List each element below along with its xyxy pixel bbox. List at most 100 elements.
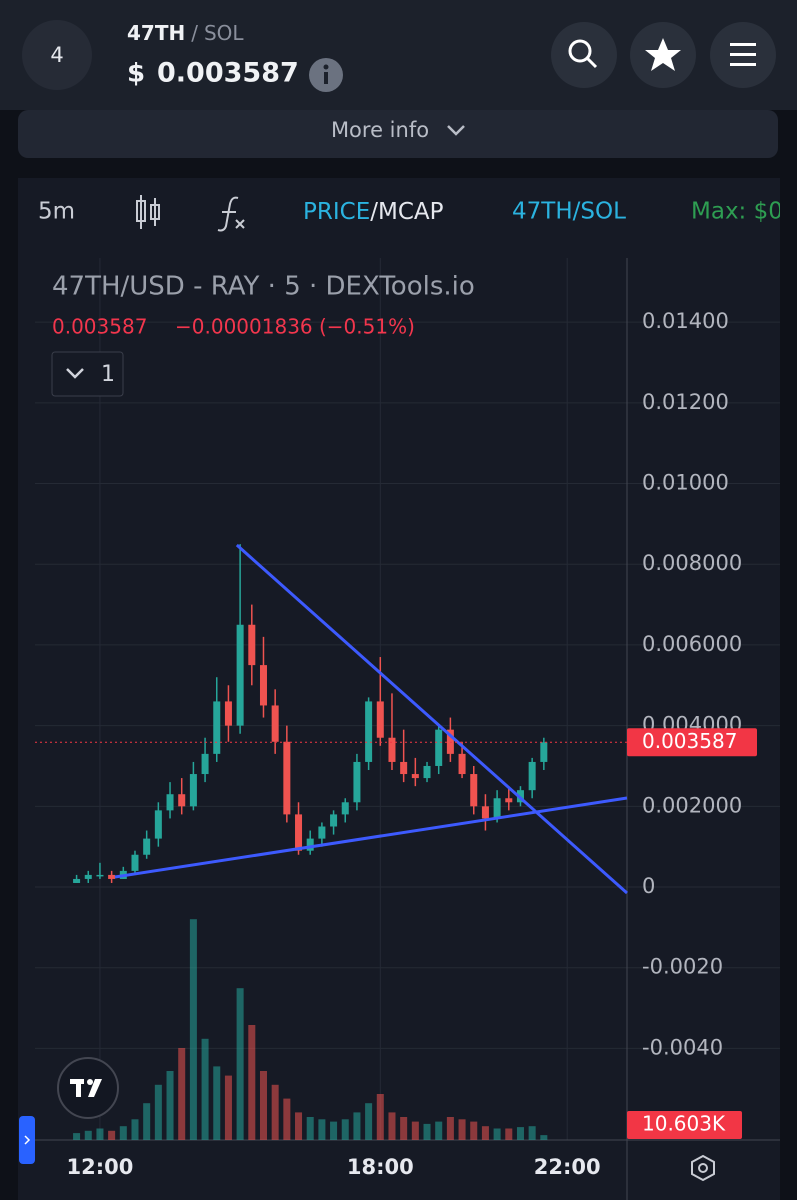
indicator-collapse[interactable]: 1 [51, 351, 124, 397]
candle-body [259, 665, 267, 706]
indicators-button[interactable] [217, 196, 245, 232]
candle-body [470, 774, 478, 807]
price-toggle[interactable]: PRICE [303, 199, 370, 225]
y-tick-label: 0.01400 [642, 309, 729, 333]
more-info-bar[interactable]: More info [18, 110, 778, 158]
candle-body [528, 761, 536, 791]
volume-bar [306, 1117, 314, 1140]
candle-body [73, 878, 81, 883]
x-tick-label: 18:00 [347, 1155, 414, 1179]
candle-body [143, 838, 151, 855]
candle-body [248, 624, 256, 666]
x-tick-label: 12:00 [67, 1155, 134, 1179]
volume-bar [224, 1075, 232, 1140]
candle-body [400, 761, 408, 775]
volume-bar [201, 1038, 209, 1140]
favorite-button[interactable] [630, 22, 696, 88]
interval-button[interactable]: 5m [38, 199, 75, 225]
last-price-label: 0.003587 [642, 729, 737, 753]
candle-body [353, 761, 361, 803]
rank-badge[interactable] [22, 20, 92, 90]
candle-body [388, 737, 396, 762]
menu-button[interactable] [710, 22, 776, 88]
volume-bar [481, 1126, 489, 1140]
volume-bar [493, 1128, 501, 1140]
volume-bar [540, 1135, 548, 1140]
price-mcap-toggle[interactable]: PRICE/MCAP [303, 199, 444, 225]
volume-bar [388, 1112, 396, 1140]
y-tick-label: 0.01000 [642, 471, 729, 495]
volume-bar [400, 1117, 408, 1140]
candle-body [318, 826, 326, 839]
candle-body [481, 806, 489, 819]
candle-body [131, 854, 139, 871]
indicator-count: 1 [101, 362, 115, 387]
y-tick-label: 0.008000 [642, 551, 742, 575]
pair-title: 47TH / SOL [127, 21, 244, 45]
y-tick-label: 0.006000 [642, 632, 742, 656]
volume-bar [178, 1048, 186, 1140]
mcap-toggle[interactable]: /MCAP [370, 199, 443, 225]
candle-body [224, 701, 232, 726]
candle-body [505, 798, 513, 803]
y-tick-label: 0.01200 [642, 390, 729, 414]
candle-body [376, 701, 384, 738]
volume-badge [627, 1111, 742, 1139]
scroll-tab[interactable] [19, 1116, 35, 1164]
volume-bar [143, 1103, 151, 1140]
y-tick-label: -0.0020 [642, 955, 723, 979]
chart-style-button[interactable] [136, 195, 160, 229]
volume-bar [236, 988, 244, 1140]
tradingview-logo[interactable] [57, 1057, 119, 1119]
volume-bar [353, 1112, 361, 1140]
base-token: 47TH [127, 21, 185, 45]
volume-bar [248, 1025, 256, 1140]
candle-body [96, 874, 104, 877]
candle-body [271, 705, 279, 742]
volume-bar [283, 1098, 291, 1140]
volume-bar [131, 1119, 139, 1140]
candle-body [411, 774, 419, 779]
trend-line [235, 543, 628, 895]
y-tick-label: 0.002000 [642, 793, 742, 817]
volume-label: 10.603K [642, 1112, 726, 1136]
volume-bar [154, 1084, 162, 1140]
candle-body [283, 741, 291, 815]
last-price-badge [627, 728, 757, 757]
volume-bar [528, 1126, 536, 1140]
volume-bar [213, 1066, 221, 1140]
max-supply: Max: $0 [691, 199, 783, 225]
y-tick-label: 0 [642, 874, 655, 898]
volume-bar [271, 1084, 279, 1140]
y-tick-label: -0.0040 [642, 1035, 723, 1059]
volume-bar [96, 1128, 104, 1140]
candle-body [341, 802, 349, 815]
candle-body [108, 874, 116, 879]
candle-body [446, 729, 454, 754]
chart-title: 47TH/USD - RAY · 5 · DEXTools.io [52, 272, 475, 302]
volume-bar [166, 1071, 174, 1140]
settings-button[interactable] [691, 1154, 715, 1182]
pair-toggle[interactable]: 47TH/SOL [512, 199, 626, 225]
candle-body [540, 742, 548, 762]
volume-bar [73, 1133, 81, 1140]
candle-body [493, 798, 501, 819]
rank-text: 4 [50, 43, 63, 67]
info-icon[interactable] [309, 58, 343, 92]
currency-symbol: $ [127, 59, 145, 89]
candle-body [435, 729, 443, 766]
candle-body [201, 753, 209, 775]
more-info-text: More info [331, 118, 429, 142]
volume-bar [84, 1130, 92, 1140]
candle-body [178, 794, 186, 807]
search-button[interactable] [551, 22, 617, 88]
volume-bar [505, 1128, 513, 1140]
volume-bar [458, 1119, 466, 1140]
volume-bar [446, 1117, 454, 1140]
candle-body [154, 810, 162, 839]
candle-body [306, 838, 314, 851]
legend-close: 0.003587 [52, 315, 147, 339]
candle-body [84, 874, 92, 879]
candle-body [236, 624, 244, 726]
